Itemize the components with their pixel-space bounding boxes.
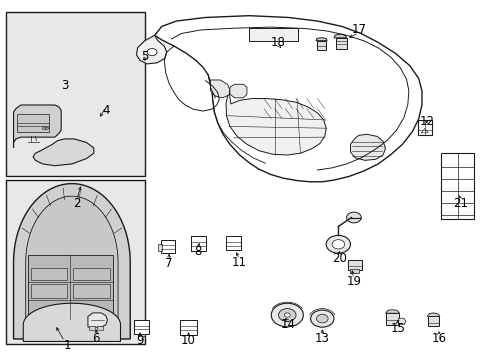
Circle shape (325, 235, 350, 253)
Bar (350, 269, 359, 273)
Bar (89, 327, 95, 330)
Text: 11: 11 (232, 256, 246, 269)
Polygon shape (136, 35, 166, 64)
Bar (73, 284, 110, 298)
Polygon shape (225, 91, 325, 155)
Polygon shape (14, 184, 130, 339)
Circle shape (147, 49, 157, 56)
Bar (335, 38, 346, 49)
Bar (417, 120, 431, 135)
Circle shape (310, 310, 333, 327)
Bar (28, 255, 113, 319)
Polygon shape (210, 80, 229, 98)
Polygon shape (229, 84, 246, 98)
Bar (6, 180, 144, 344)
Text: 16: 16 (430, 333, 446, 346)
Circle shape (45, 127, 48, 129)
Circle shape (42, 127, 46, 130)
Bar (73, 267, 110, 280)
Polygon shape (88, 313, 107, 327)
Circle shape (346, 212, 361, 223)
Polygon shape (26, 196, 118, 327)
Bar (386, 313, 398, 325)
Polygon shape (315, 38, 326, 41)
Polygon shape (398, 318, 405, 325)
Bar (97, 327, 102, 330)
Bar (158, 244, 162, 251)
Bar (180, 320, 197, 336)
Text: 7: 7 (165, 257, 173, 270)
Bar (441, 153, 473, 219)
Text: 20: 20 (331, 252, 346, 265)
Bar (317, 41, 325, 50)
Bar (6, 12, 144, 176)
Text: 1: 1 (63, 338, 71, 351)
Bar (191, 237, 205, 251)
Polygon shape (350, 134, 385, 160)
Circle shape (316, 314, 327, 323)
Text: 4: 4 (102, 104, 109, 117)
Bar (427, 316, 438, 327)
Text: 3: 3 (61, 79, 68, 92)
Bar (161, 240, 175, 253)
Bar (17, 114, 48, 132)
Polygon shape (427, 313, 439, 316)
Text: 21: 21 (452, 197, 468, 210)
Polygon shape (333, 34, 346, 38)
Polygon shape (33, 139, 94, 166)
Bar (225, 236, 240, 249)
Text: 10: 10 (181, 334, 196, 347)
Circle shape (284, 313, 289, 317)
Text: 9: 9 (136, 334, 143, 347)
Bar (347, 260, 362, 270)
Text: 5: 5 (141, 50, 148, 63)
Bar (30, 284, 67, 298)
Text: 19: 19 (346, 275, 361, 288)
Text: 2: 2 (73, 197, 81, 210)
Bar (30, 267, 67, 280)
Text: 15: 15 (389, 322, 404, 335)
Polygon shape (154, 16, 421, 182)
Circle shape (271, 303, 303, 327)
Circle shape (278, 309, 295, 321)
Polygon shape (385, 310, 399, 313)
Polygon shape (23, 303, 120, 342)
Circle shape (331, 240, 344, 249)
Text: 12: 12 (419, 114, 433, 127)
Text: 13: 13 (314, 333, 329, 346)
Text: 18: 18 (270, 36, 285, 49)
Bar (137, 334, 145, 337)
Bar (249, 28, 297, 41)
Bar (134, 320, 148, 334)
Text: 17: 17 (350, 23, 366, 36)
Text: 14: 14 (280, 318, 295, 331)
Text: 8: 8 (194, 245, 202, 258)
Text: 6: 6 (92, 333, 100, 346)
Polygon shape (14, 105, 61, 148)
